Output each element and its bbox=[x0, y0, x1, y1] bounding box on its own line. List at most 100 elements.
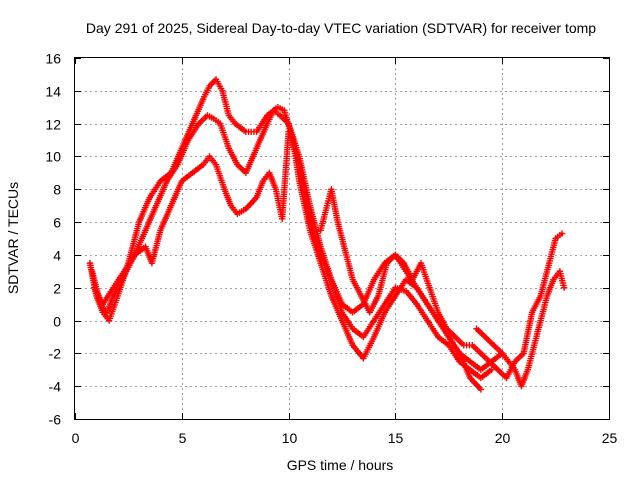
data-point bbox=[287, 130, 290, 133]
data-point bbox=[447, 344, 450, 347]
data-point bbox=[133, 253, 136, 257]
data-point bbox=[266, 122, 269, 125]
data-point bbox=[394, 294, 397, 298]
data-point bbox=[234, 122, 237, 125]
data-point bbox=[159, 179, 162, 183]
data-point bbox=[513, 368, 517, 371]
data-point bbox=[496, 368, 500, 371]
data-point bbox=[362, 335, 365, 339]
data-point bbox=[202, 97, 205, 101]
data-point bbox=[501, 352, 504, 355]
data-point bbox=[150, 261, 154, 265]
data-point bbox=[93, 286, 96, 289]
data-point bbox=[227, 147, 230, 150]
data-point bbox=[426, 302, 429, 306]
data-point bbox=[319, 253, 322, 257]
data-point bbox=[479, 388, 482, 391]
series-track-4 bbox=[317, 186, 566, 382]
y-tick-label: 0 bbox=[53, 314, 61, 330]
data-point bbox=[330, 188, 333, 191]
data-point bbox=[394, 253, 397, 257]
data-point bbox=[507, 360, 510, 363]
data-point bbox=[479, 376, 482, 380]
y-tick-label: 12 bbox=[45, 117, 61, 133]
data-point bbox=[454, 335, 457, 339]
data-point bbox=[340, 319, 344, 322]
data-point bbox=[383, 302, 386, 306]
x-tick-label: 0 bbox=[72, 430, 80, 446]
data-point bbox=[372, 319, 376, 322]
data-point bbox=[287, 122, 290, 125]
grid-lines bbox=[75, 58, 609, 419]
data-point bbox=[368, 311, 371, 314]
data-point bbox=[436, 311, 440, 314]
data-point bbox=[244, 171, 248, 175]
data-point bbox=[479, 352, 482, 355]
data-point bbox=[345, 253, 348, 257]
data-point bbox=[105, 311, 109, 314]
data-point bbox=[458, 352, 461, 355]
data-point bbox=[362, 357, 365, 360]
y-axis-label: SDTVAR / TECUs bbox=[5, 182, 21, 294]
data-point bbox=[261, 179, 265, 183]
data-point bbox=[394, 286, 397, 289]
data-point bbox=[351, 327, 354, 330]
data-point bbox=[236, 163, 239, 166]
data-point bbox=[415, 286, 418, 289]
data-point bbox=[385, 261, 389, 265]
data-point bbox=[471, 344, 474, 347]
data-point bbox=[490, 368, 493, 371]
data-point bbox=[281, 217, 284, 220]
y-tick-label: 6 bbox=[53, 215, 61, 231]
data-point bbox=[191, 122, 194, 125]
data-point bbox=[223, 188, 226, 191]
data-point bbox=[187, 138, 190, 142]
data-point bbox=[266, 114, 269, 117]
series-track-3 bbox=[91, 128, 506, 373]
data-point bbox=[330, 278, 333, 281]
data-point bbox=[372, 278, 376, 281]
data-point bbox=[340, 311, 344, 314]
data-point bbox=[330, 294, 333, 298]
data-point bbox=[112, 294, 115, 298]
data-point bbox=[90, 270, 94, 273]
data-point bbox=[483, 335, 487, 339]
data-point bbox=[137, 220, 141, 224]
data-point bbox=[545, 294, 549, 298]
data-point bbox=[255, 130, 258, 133]
y-axis-tick-labels: -6 -4 -2 0 2 4 6 8 10 12 14 16 bbox=[45, 51, 61, 428]
data-point bbox=[336, 220, 339, 224]
data-point bbox=[383, 311, 386, 314]
data-point bbox=[539, 294, 542, 298]
data-point bbox=[513, 360, 517, 363]
data-point bbox=[351, 344, 354, 347]
x-tick-label: 10 bbox=[282, 430, 298, 446]
y-tick-label: -4 bbox=[49, 379, 62, 395]
data-point bbox=[404, 289, 408, 293]
data-point bbox=[475, 327, 478, 330]
data-point bbox=[159, 229, 162, 232]
x-tick-label: 5 bbox=[179, 430, 187, 446]
data-point bbox=[526, 368, 529, 371]
data-point bbox=[436, 319, 440, 322]
data-point bbox=[116, 294, 119, 298]
data-point bbox=[272, 109, 275, 112]
data-point bbox=[276, 106, 280, 109]
data-point bbox=[360, 294, 363, 298]
data-point bbox=[180, 179, 183, 183]
data-point bbox=[191, 171, 194, 175]
data-point bbox=[505, 376, 508, 380]
data-point bbox=[122, 270, 126, 273]
data-point bbox=[278, 114, 282, 117]
data-point bbox=[206, 114, 209, 117]
data-point bbox=[176, 163, 179, 166]
data-point bbox=[202, 163, 205, 166]
data-point bbox=[325, 204, 329, 207]
x-axis-label: GPS time / hours bbox=[287, 457, 394, 473]
axis-ticks bbox=[75, 58, 610, 420]
data-point bbox=[351, 311, 354, 314]
data-point bbox=[255, 196, 258, 199]
data-point bbox=[404, 278, 408, 281]
data-point bbox=[492, 344, 495, 347]
